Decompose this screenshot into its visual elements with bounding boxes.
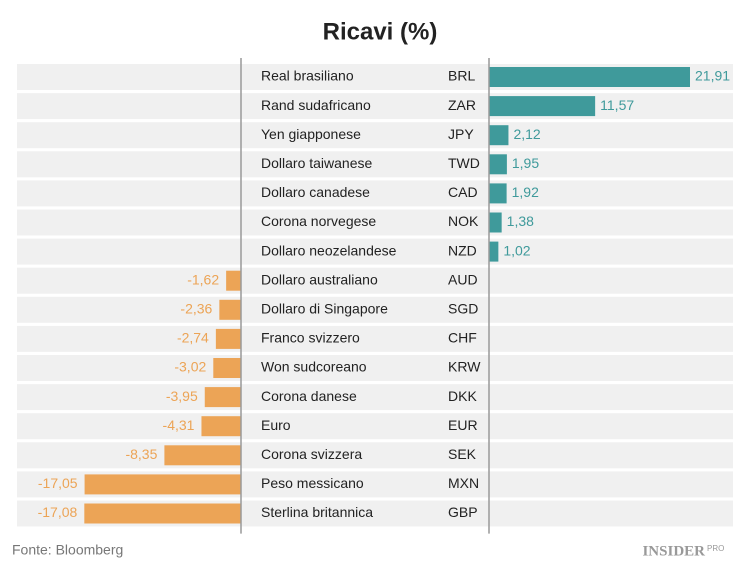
- code-label: TWD: [448, 155, 480, 171]
- category-label: Sterlina britannica: [261, 504, 373, 520]
- value-label: 1,38: [507, 213, 534, 229]
- code-label: EUR: [448, 417, 478, 433]
- row-band: [17, 238, 733, 265]
- row-band: [17, 122, 733, 149]
- value-label: -3,02: [174, 359, 206, 375]
- bar: [201, 416, 241, 437]
- code-label: NOK: [448, 213, 479, 229]
- value-label: 1,02: [503, 242, 530, 258]
- code-label: BRL: [448, 68, 475, 84]
- code-label: CAD: [448, 184, 478, 200]
- bar: [489, 241, 499, 262]
- value-label: -1,62: [187, 271, 219, 287]
- code-label: JPY: [448, 126, 474, 142]
- category-label: Franco svizzero: [261, 330, 360, 346]
- bar: [489, 183, 507, 204]
- category-label: Corona danese: [261, 388, 357, 404]
- code-label: MXN: [448, 475, 479, 491]
- value-label: 21,91: [695, 68, 730, 84]
- chart-title: Ricavi (%): [323, 18, 438, 45]
- bar: [489, 125, 509, 146]
- row-band: [17, 93, 733, 120]
- category-label: Corona norvegese: [261, 213, 376, 229]
- bar: [84, 503, 241, 524]
- value-label: -17,08: [38, 504, 78, 520]
- value-label: 1,95: [512, 155, 539, 171]
- code-label: AUD: [448, 271, 478, 287]
- bar: [489, 96, 596, 117]
- category-label: Dollaro neozelandese: [261, 242, 397, 258]
- code-label: KRW: [448, 359, 481, 375]
- bar: [219, 299, 241, 320]
- category-label: Corona svizzera: [261, 446, 362, 462]
- value-label: 2,12: [513, 126, 540, 142]
- bar: [489, 212, 502, 233]
- code-label: GBP: [448, 504, 478, 520]
- code-label: SGD: [448, 301, 478, 317]
- category-label: Rand sudafricano: [261, 97, 371, 113]
- row-band: [17, 413, 733, 440]
- value-label: -2,74: [177, 330, 209, 346]
- value-label: -3,95: [166, 388, 198, 404]
- code-label: NZD: [448, 242, 477, 258]
- row-band: [17, 384, 733, 411]
- logo: INSIDER: [642, 543, 705, 559]
- row-band: [17, 355, 733, 381]
- code-label: SEK: [448, 446, 477, 462]
- code-label: CHF: [448, 330, 477, 346]
- category-label: Dollaro australiano: [261, 271, 378, 287]
- row-band: [17, 296, 733, 323]
- row-band: [17, 209, 733, 236]
- row-band: [17, 267, 733, 294]
- bar: [204, 387, 241, 408]
- category-label: Dollaro di Singapore: [261, 301, 388, 317]
- bar: [164, 445, 241, 466]
- bar: [226, 270, 241, 291]
- category-label: Euro: [261, 417, 291, 433]
- category-label: Peso messicano: [261, 475, 364, 491]
- row-band: [17, 151, 733, 178]
- value-label: 11,57: [600, 97, 634, 113]
- row-band: [17, 325, 733, 352]
- bar: [213, 358, 241, 378]
- value-label: -2,36: [180, 301, 212, 317]
- value-label: 1,92: [512, 184, 539, 200]
- bar: [489, 67, 690, 87]
- category-label: Dollaro taiwanese: [261, 155, 372, 171]
- row-band: [17, 442, 733, 469]
- code-label: DKK: [448, 388, 477, 404]
- value-label: -4,31: [163, 417, 195, 433]
- source: Fonte: Bloomberg: [12, 542, 123, 558]
- row-band: [17, 180, 733, 207]
- value-label: -17,05: [38, 475, 78, 491]
- bar: [215, 328, 241, 349]
- category-label: Won sudcoreano: [261, 359, 367, 375]
- bar: [489, 154, 507, 175]
- value-label: -8,35: [125, 446, 157, 462]
- bar: [84, 474, 242, 495]
- logo-suffix: PRO: [707, 544, 724, 553]
- category-label: Dollaro canadese: [261, 184, 370, 200]
- code-label: ZAR: [448, 97, 476, 113]
- category-label: Real brasiliano: [261, 68, 354, 84]
- category-label: Yen giapponese: [261, 126, 361, 142]
